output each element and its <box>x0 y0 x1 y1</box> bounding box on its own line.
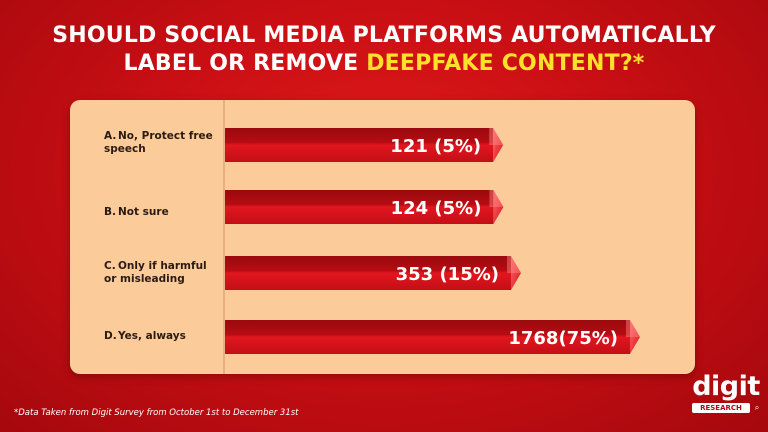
bar-2: 124 (5%) <box>225 190 504 224</box>
category-letter-b: B. <box>104 206 116 218</box>
title-line-2-prefix: LABEL OR REMOVE <box>123 51 367 76</box>
footnote: *Data Taken from Digit Survey from Octob… <box>14 408 299 418</box>
bar-cap-highlight-4 <box>626 320 640 337</box>
logo-wordmark: digit <box>692 371 760 402</box>
bar-value-label-4: 1768(75%) <box>508 328 618 349</box>
bar-value-label-2: 124 (5%) <box>391 198 482 219</box>
bar-cap-3 <box>511 256 522 290</box>
bar-rect-3 <box>225 256 512 290</box>
logo-subtitle: RESEARCH <box>692 403 750 413</box>
bar-rect-2 <box>225 190 494 224</box>
bar-cap-2 <box>493 190 504 224</box>
category-letter-a: A. <box>104 130 117 142</box>
bar-cap-highlight-3 <box>507 256 522 273</box>
bar-value-label-1: 121 (5%) <box>390 136 481 157</box>
category-label-c: C. Only if harmful or misleading <box>104 260 219 286</box>
bar-value-label-3: 353 (15%) <box>396 264 499 285</box>
category-label-d: D.Yes, always <box>104 330 219 343</box>
title-line-2: LABEL OR REMOVE DEEPFAKE CONTENT?* <box>0 50 768 78</box>
bar-cap-4 <box>630 320 640 354</box>
bar-3: 353 (15%) <box>225 256 522 290</box>
magnifier-icon: ⌕ <box>754 403 760 412</box>
chart-title: SHOULD SOCIAL MEDIA PLATFORMS AUTOMATICA… <box>0 22 768 78</box>
bar-cap-highlight-2 <box>489 190 504 207</box>
bar-rect-4 <box>225 320 630 354</box>
bar-cap-highlight-1 <box>489 128 504 145</box>
title-line-1: SHOULD SOCIAL MEDIA PLATFORMS AUTOMATICA… <box>52 23 716 48</box>
category-text-c: Only if harmful or misleading <box>104 260 207 285</box>
category-text-d: Yes, always <box>118 330 186 342</box>
bar-4: 1768(75%) <box>225 320 640 354</box>
category-letter-d: D. <box>104 330 117 342</box>
bar-cap-1 <box>493 128 504 162</box>
panel-divider <box>223 100 225 374</box>
title-highlight: DEEPFAKE CONTENT?* <box>366 51 645 76</box>
category-text-a: No, Protect free speech <box>104 130 213 155</box>
digit-research-logo: digit RESEARCH ⌕ <box>690 372 762 426</box>
bar-rect-1 <box>225 128 494 162</box>
category-letter-c: C. <box>104 260 116 272</box>
category-text-b: Not sure <box>118 206 169 218</box>
category-label-a: A. No, Protect free speech <box>104 130 219 156</box>
bar-1: 121 (5%) <box>225 128 504 162</box>
category-label-b: B. Not sure <box>104 206 219 219</box>
